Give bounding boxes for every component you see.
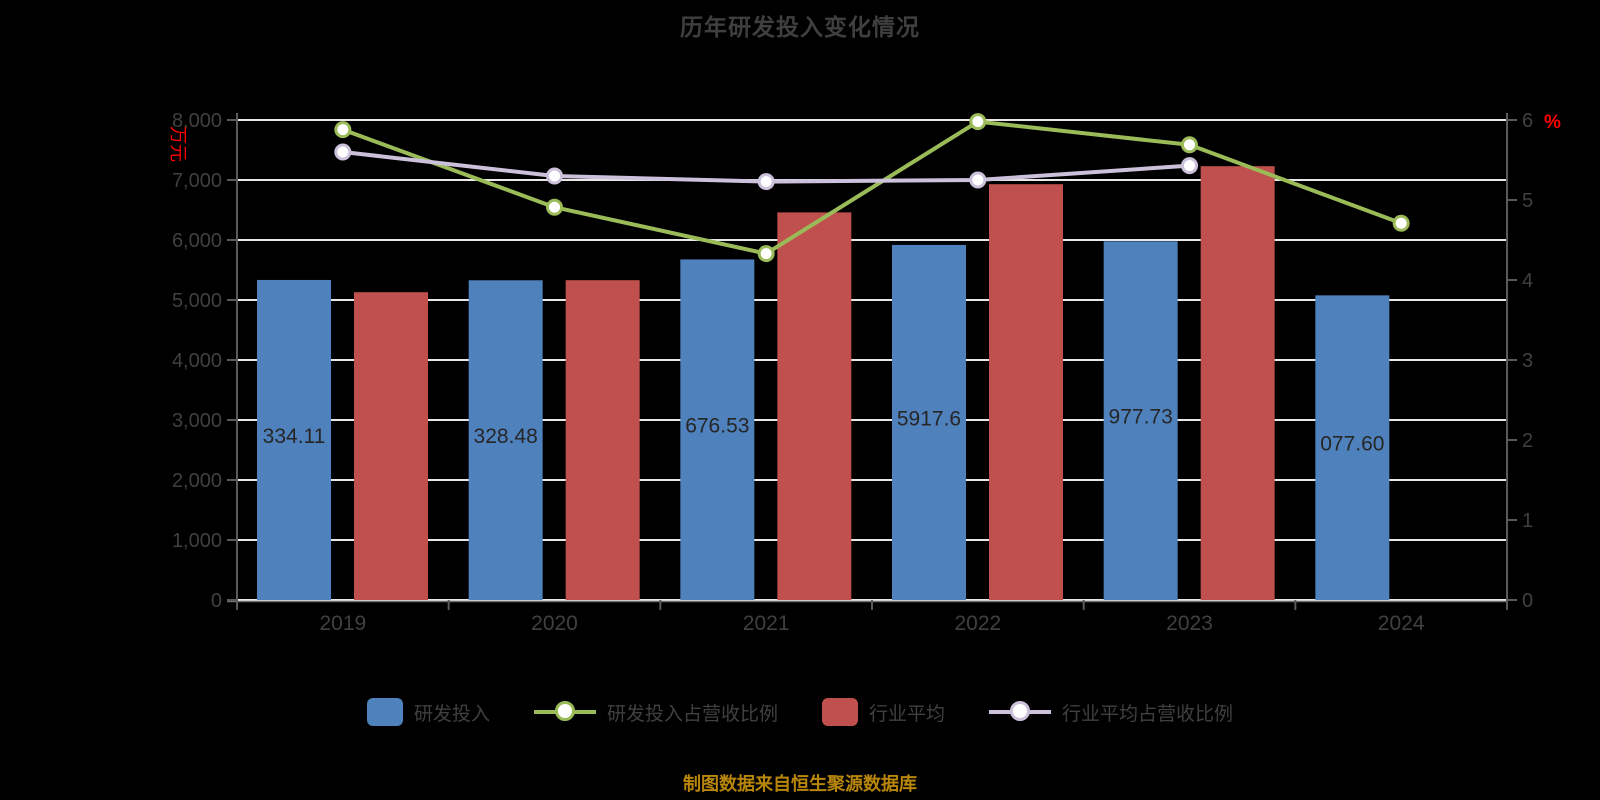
right-axis-tick-label: 3: [1522, 350, 1533, 372]
bar-value-label: 077.60: [1320, 433, 1384, 456]
industry-average-bar-swatch-icon: [822, 698, 858, 726]
bar-研发投入-2022: [892, 244, 966, 600]
x-axis-category-label: 2022: [954, 612, 1001, 635]
bar-value-label: 334.11: [263, 425, 326, 448]
rd-investment-bar-swatch-icon: [366, 698, 403, 726]
rd-revenue-ratio-line-marker-icon: [533, 701, 596, 723]
bar-研发投入-2020: [468, 280, 543, 600]
data-point-marker-行业平均占营收比例: [969, 171, 987, 189]
axes: [227, 113, 1517, 610]
data-point-marker-研发投入占营收比例: [1392, 214, 1410, 232]
bar-行业平均-2020: [565, 280, 640, 600]
legend-item-industry-revenue-ratio: 行业平均占营收比例: [989, 699, 1233, 726]
bar-研发投入-2019: [257, 279, 331, 600]
bar-行业平均-2019: [354, 292, 428, 600]
bar-value-label: 5917.6: [897, 407, 961, 430]
legend-item-rd-investment: 研发投入: [366, 698, 490, 726]
right-axis-tick-label: 6: [1522, 110, 1533, 132]
left-axis-tick-label: 7,000: [172, 170, 222, 192]
legend-label: 研发投入: [413, 703, 490, 725]
data-point-marker-行业平均占营收比例: [757, 173, 775, 191]
data-point-marker-行业平均占营收比例: [1181, 157, 1198, 175]
left-axis-tick-label: 5,000: [172, 290, 222, 312]
chart-title: 历年研发投入变化情况: [680, 14, 920, 40]
bar-series-研发投入: [257, 241, 1390, 601]
bar-行业平均-2022: [989, 184, 1063, 600]
data-point-marker-研发投入占营收比例: [969, 113, 987, 131]
legend-item-rd-revenue-ratio: 研发投入占营收比例: [533, 699, 778, 726]
right-axis-tick-label: 0: [1522, 590, 1533, 612]
left-axis-tick-label: 1,000: [172, 530, 222, 552]
data-source-note: 制图数据来自恒生聚源数据库: [683, 774, 917, 794]
data-point-marker-研发投入占营收比例: [757, 245, 775, 263]
bar-value-label: 676.53: [685, 415, 749, 438]
data-point-marker-研发投入占营收比例: [1181, 136, 1198, 154]
x-axis-category-label: 2020: [531, 612, 578, 635]
bar-series-行业平均: [354, 166, 1275, 600]
right-axis-tick-label: 2: [1522, 430, 1533, 452]
axis-tick-labels: 0 1,000 2,000 3,000 4,000 5,000 6,000 7,000 8,00…: [172, 110, 1533, 635]
data-point-marker-行业平均占营收比例: [546, 167, 563, 185]
data-point-marker-研发投入占营收比例: [546, 198, 563, 216]
left-axis-tick-label: 6,000: [172, 230, 222, 252]
bar-value-label: 977.73: [1109, 406, 1173, 429]
x-axis-category-label: 2024: [1378, 612, 1425, 635]
x-axis-category-label: 2023: [1166, 612, 1213, 635]
legend-label: 行业平均占营收比例: [1062, 703, 1234, 725]
bar-value-labels-研发投入: 334.11 328.48 676.53 5917.6 977.73 077.60: [263, 406, 1385, 456]
x-axis-category-label: 2021: [743, 612, 790, 635]
left-axis-tick-label: 3,000: [172, 410, 222, 432]
data-point-marker-研发投入占营收比例: [334, 121, 352, 139]
left-axis-tick-label: 8,000: [172, 110, 222, 132]
line-series-行业平均占营收比例: [334, 143, 1198, 191]
bar-研发投入-2021: [680, 259, 755, 600]
right-axis-tick-label: 1: [1522, 510, 1533, 532]
bar-行业平均-2023: [1200, 166, 1275, 600]
data-point-marker-行业平均占营收比例: [334, 143, 352, 161]
axis-unit-labels: 万元%: [168, 112, 1561, 162]
left-axis-tick-label: 4,000: [172, 350, 222, 372]
bar-value-label: 328.48: [474, 425, 538, 448]
bar-行业平均-2021: [777, 212, 852, 600]
legend-label: 行业平均: [869, 703, 946, 725]
industry-revenue-ratio-line-marker-icon: [989, 701, 1052, 723]
left-axis-tick-label: 0: [211, 590, 222, 612]
legend-item-industry-average: 行业平均: [822, 698, 945, 726]
left-axis-tick-label: 2,000: [172, 470, 222, 492]
right-axis-tick-label: 5: [1522, 190, 1533, 212]
legend-label: 研发投入占营收比例: [606, 703, 778, 725]
bar-研发投入-2024: [1315, 295, 1390, 600]
right-axis-tick-label: 4: [1522, 270, 1533, 292]
right-axis-unit-label: %: [1544, 112, 1561, 133]
left-axis-unit-label: 万元: [168, 126, 188, 162]
legend: 研发投入 研发投入占营收比例 行业平均 行业平均占营收比例: [0, 698, 1600, 726]
line-series-研发投入占营收比例: [334, 113, 1410, 263]
x-axis-category-label: 2019: [319, 612, 366, 635]
bar-研发投入-2023: [1103, 241, 1178, 601]
